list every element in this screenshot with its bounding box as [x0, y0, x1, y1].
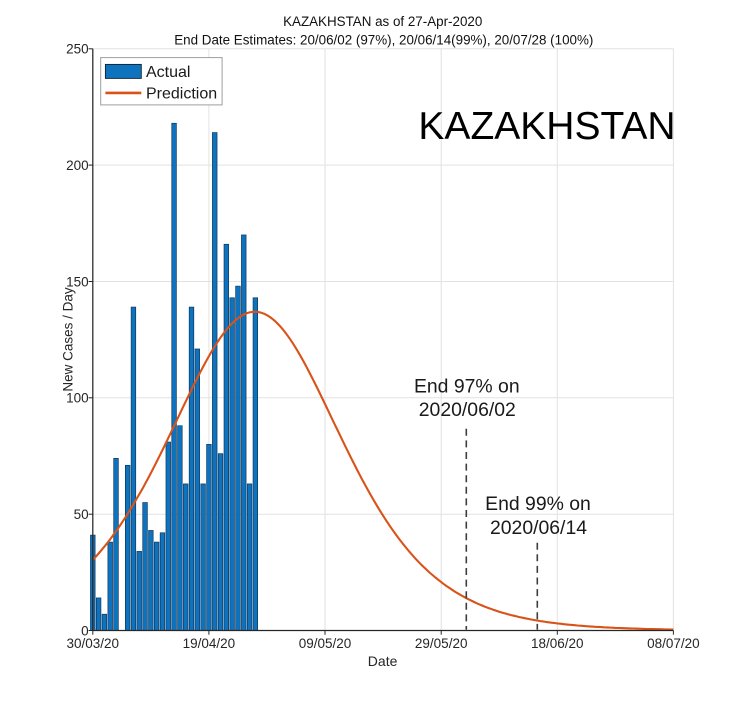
- svg-text:29/05/20: 29/05/20: [415, 636, 468, 651]
- svg-text:Prediction: Prediction: [146, 86, 217, 103]
- svg-text:200: 200: [66, 158, 89, 173]
- svg-text:2020/06/02: 2020/06/02: [419, 399, 516, 421]
- svg-text:30/03/20: 30/03/20: [67, 636, 120, 651]
- svg-text:KAZAKHSTAN as of 27-Apr-2020: KAZAKHSTAN as of 27-Apr-2020: [283, 14, 482, 29]
- svg-text:Date: Date: [368, 653, 398, 669]
- svg-text:0: 0: [81, 623, 89, 638]
- svg-text:2020/06/14: 2020/06/14: [490, 517, 587, 539]
- svg-text:09/05/20: 09/05/20: [299, 636, 352, 651]
- svg-text:Actual: Actual: [146, 64, 190, 81]
- svg-text:100: 100: [66, 391, 89, 406]
- svg-text:18/06/20: 18/06/20: [531, 636, 584, 651]
- svg-text:50: 50: [74, 507, 89, 522]
- svg-text:19/04/20: 19/04/20: [183, 636, 236, 651]
- svg-text:End Date Estimates: 20/06/02 (: End Date Estimates: 20/06/02 (97%), 20/0…: [174, 33, 593, 48]
- svg-text:150: 150: [66, 274, 89, 289]
- svg-text:08/07/20: 08/07/20: [647, 636, 700, 651]
- svg-text:New Cases / Day: New Cases / Day: [60, 287, 75, 392]
- svg-text:End 97% on: End 97% on: [414, 375, 520, 397]
- svg-text:KAZAKHSTAN: KAZAKHSTAN: [418, 105, 675, 148]
- svg-text:250: 250: [66, 42, 89, 57]
- svg-text:End 99% on: End 99% on: [485, 493, 591, 515]
